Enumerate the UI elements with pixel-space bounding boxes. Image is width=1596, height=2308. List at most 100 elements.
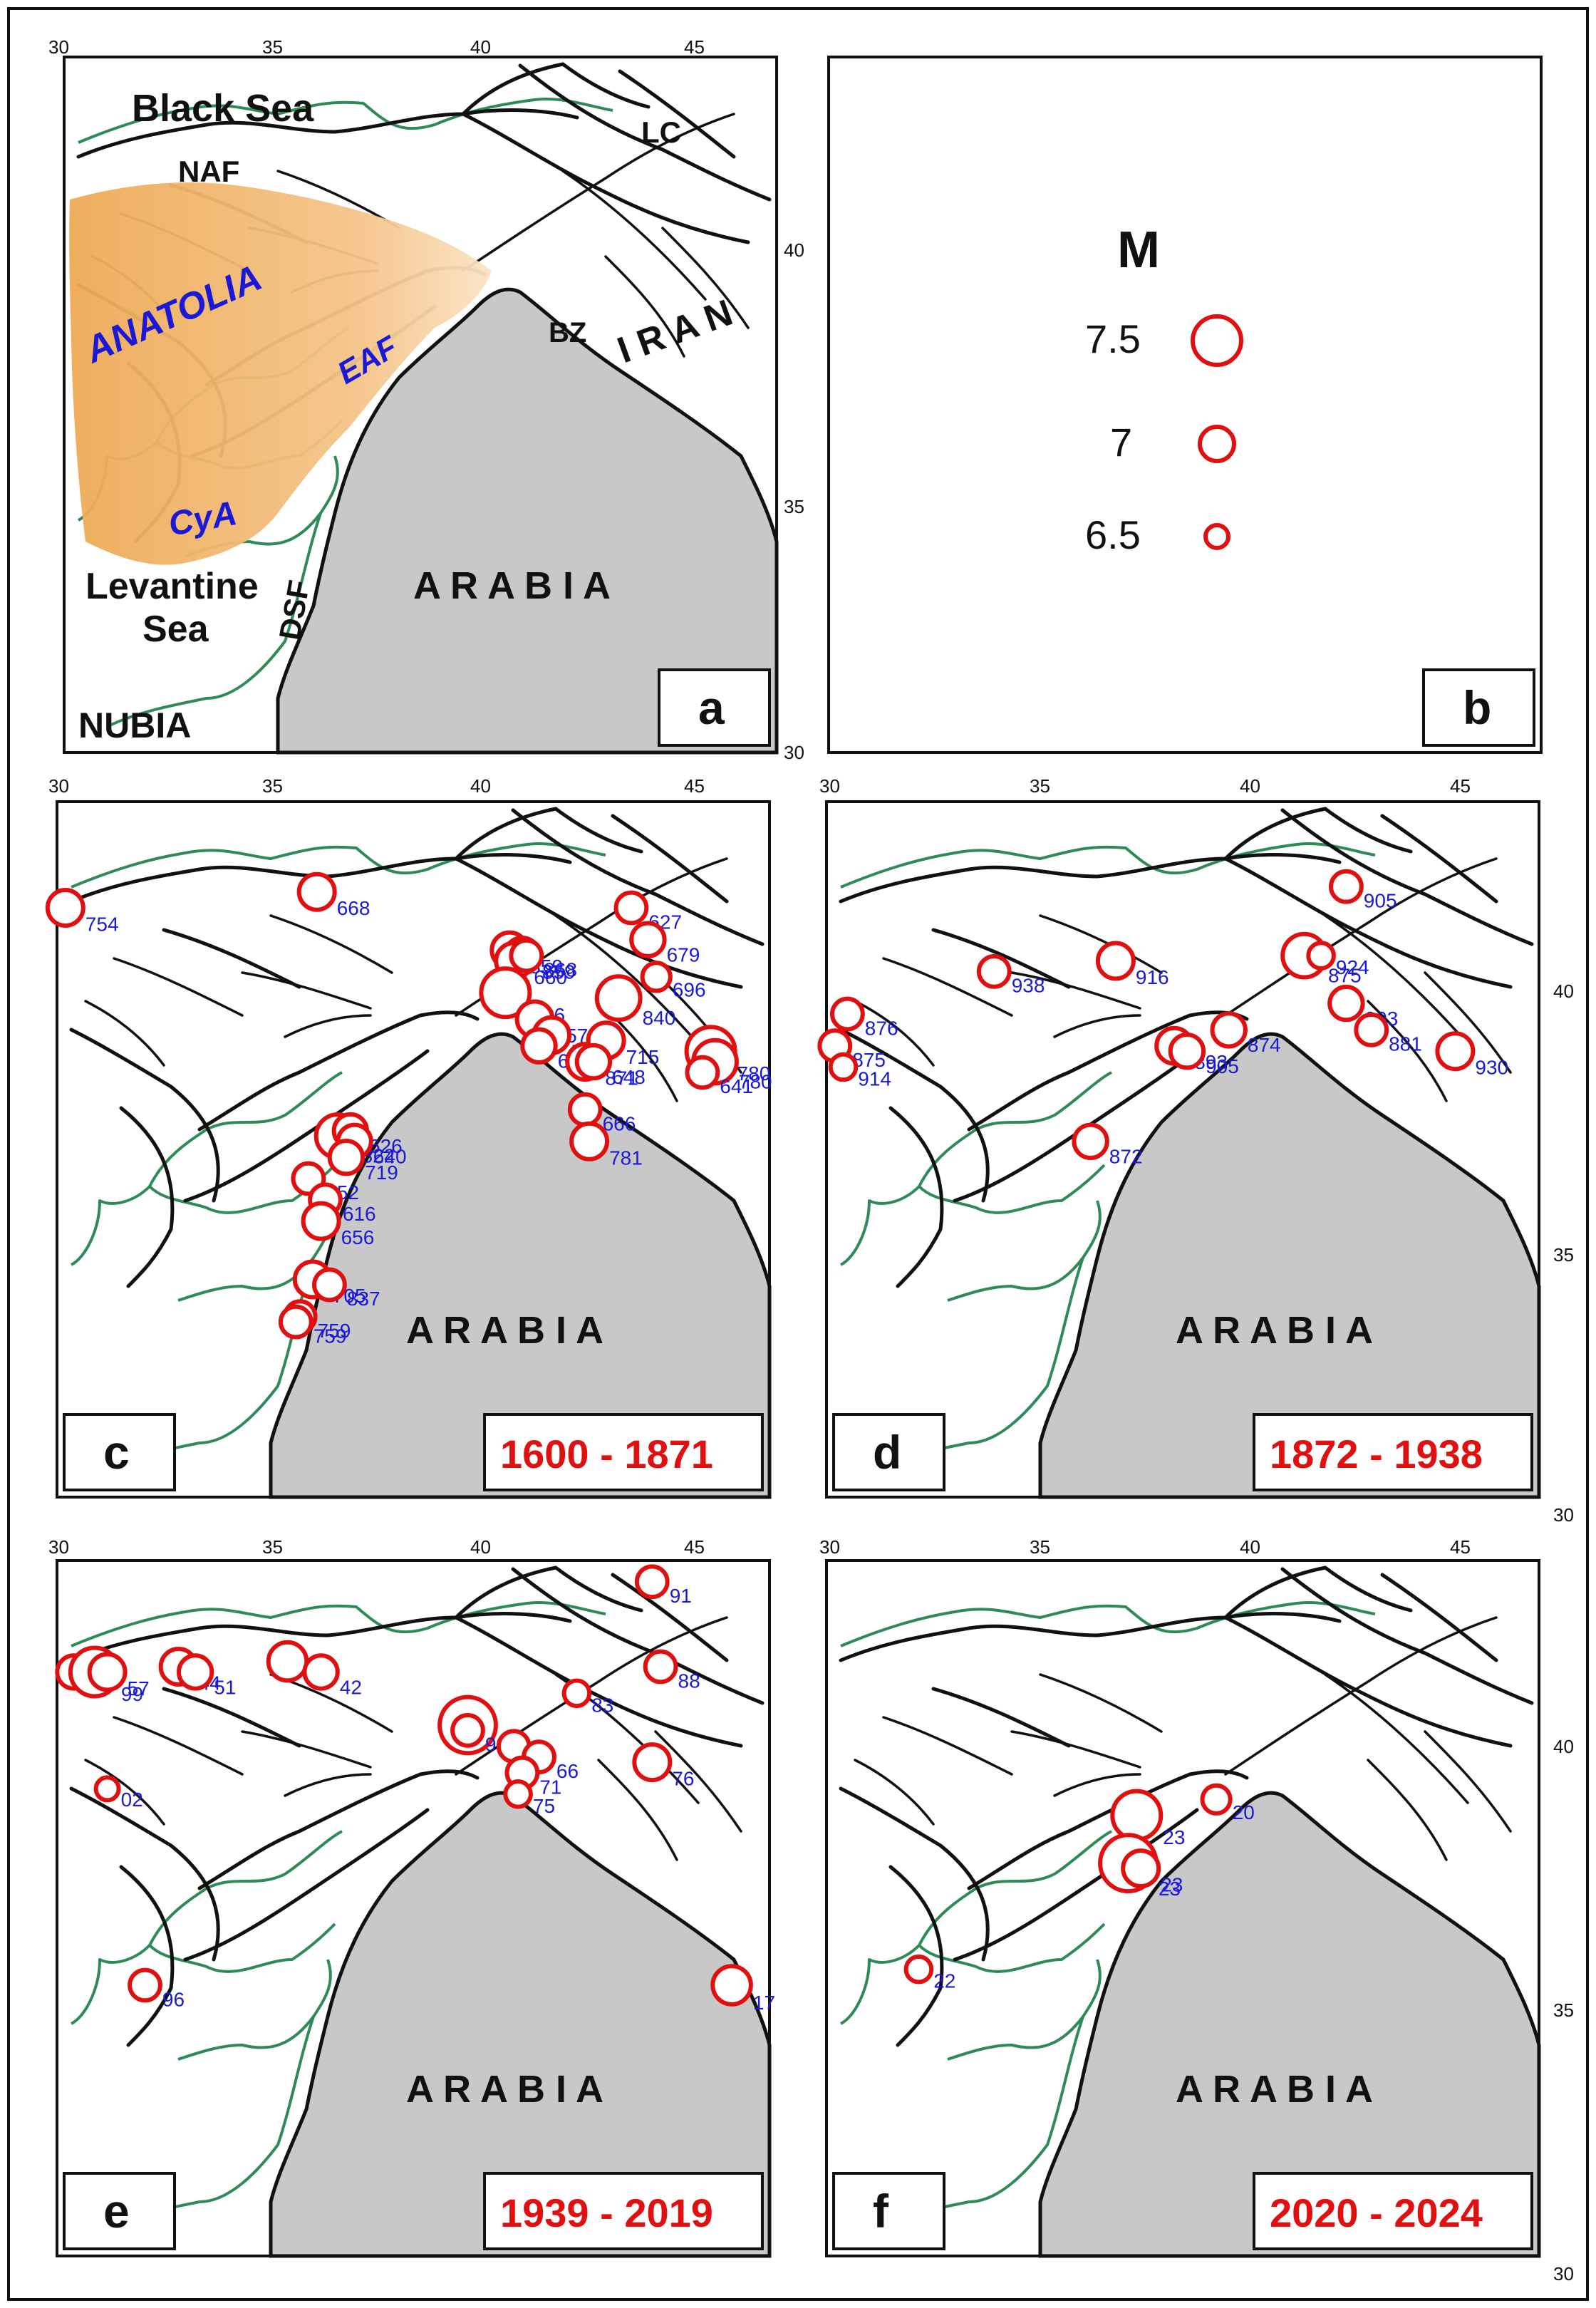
- earthquake-year-label: 668: [337, 897, 370, 919]
- earthquake-marker: [176, 1653, 214, 1691]
- axis-ticks: 30 35 40 45 40 35 30 30 35 40 45 30 35 4…: [48, 36, 1574, 2284]
- panel-b-border: [827, 56, 1543, 754]
- lat-tick-f-30: 30: [1553, 2263, 1574, 2284]
- lon-tick-d-45: 45: [1450, 775, 1471, 797]
- panel-e-period-box: [483, 2172, 764, 2250]
- levantine-sea-label: Sea: [142, 609, 209, 650]
- earthquake-year-label: 719: [365, 1161, 398, 1184]
- earthquake-marker: [567, 1092, 603, 1127]
- earthquake-year-label: 881: [1389, 1033, 1422, 1055]
- earthquake-year-label: 88: [678, 1670, 700, 1692]
- earthquake-year-label: 872: [1109, 1146, 1143, 1168]
- legend-label-small: 6.5: [1085, 512, 1141, 557]
- earthquake-year-label: 754: [86, 914, 119, 936]
- panel-d-period-box: [1253, 1413, 1533, 1491]
- earthquake-year-label: 57: [128, 1677, 150, 1699]
- legend-label-medium: 7: [1110, 420, 1132, 465]
- levantine-label: Levantine: [86, 566, 259, 607]
- panel-d-border: [825, 800, 1540, 1499]
- earthquake-year-label: 96: [162, 1988, 185, 2010]
- earthquake-marker: [1110, 1789, 1164, 1842]
- panel-e-period: 1939 - 2019: [500, 2190, 713, 2235]
- legend-label-large: 7.5: [1085, 316, 1141, 361]
- earthquake-year-label: 868: [544, 958, 577, 980]
- panel-b-letter-box: [1422, 668, 1535, 747]
- earthquake-year-label: 905: [1364, 890, 1397, 912]
- panel-c-letter: c: [103, 1426, 130, 1479]
- lon-tick-a-45: 45: [684, 36, 705, 58]
- arabia-label-d: A R A B I A: [1176, 1309, 1373, 1352]
- lc-label: LC: [641, 115, 681, 149]
- earthquake-marker: [903, 1954, 934, 1984]
- earthquake-marker: [93, 1775, 121, 1803]
- earthquake-marker: [479, 966, 532, 1020]
- earthquake-marker: [520, 1027, 558, 1065]
- earthquake-year-label: 22: [933, 1970, 955, 1992]
- lat-tick-d-35: 35: [1553, 1244, 1574, 1266]
- earthquake-year-label: 759: [314, 1325, 347, 1347]
- earthquake-marker: [302, 1653, 340, 1691]
- earthquake-marker: [296, 871, 337, 912]
- earthquake-marker: [1306, 941, 1336, 971]
- earthquake-year-label: 930: [1475, 1057, 1508, 1079]
- earthquake-marker: [710, 1964, 753, 2007]
- earthquake-year-label: 666: [603, 1112, 636, 1134]
- panel-f-letter: f: [873, 2185, 889, 2237]
- arabia-label-e: A R A B I A: [406, 2068, 603, 2111]
- earthquake-marker: [1168, 1033, 1206, 1070]
- earthquake-marker: [128, 1967, 162, 2003]
- panel-d-letter: d: [873, 1426, 901, 1479]
- lon-tick-d-35: 35: [1030, 775, 1050, 797]
- panel-a-letter-box: [658, 668, 771, 747]
- earthquake-marker: [640, 961, 673, 993]
- earthquake-year-label: 875: [1328, 964, 1362, 986]
- earthquake-year-label: 91: [670, 1585, 692, 1607]
- earthquake-year-label: 781: [609, 1147, 643, 1169]
- lon-tick-e-40: 40: [470, 1536, 491, 1558]
- earthquake-year-label: 76: [672, 1768, 694, 1790]
- panel-c-letter-box: [63, 1413, 176, 1491]
- panel-a-letter: a: [698, 681, 725, 734]
- panel-c-period-box: [483, 1413, 764, 1491]
- lon-tick-f-45: 45: [1450, 1536, 1471, 1558]
- figure-frame: [7, 7, 1589, 2301]
- earthquake-marker: [503, 1779, 533, 1809]
- lon-tick-f-40: 40: [1240, 1536, 1260, 1558]
- earthquake-year-label: 938: [1012, 975, 1045, 997]
- lon-tick-e-30: 30: [48, 1536, 69, 1558]
- earthquake-marker: [1095, 941, 1136, 981]
- earthquake-year-label: 71: [539, 1776, 561, 1798]
- arabia-label: A R A B I A: [413, 564, 611, 607]
- panel-b-letter: b: [1463, 681, 1491, 734]
- panel-d-period: 1872 - 1938: [1270, 1432, 1483, 1476]
- earthquake-marker: [1072, 1122, 1109, 1160]
- earthquake-year-label: 660: [534, 966, 567, 988]
- lat-tick-d-30: 30: [1553, 1504, 1574, 1526]
- earthquake-marker: [1354, 1013, 1389, 1047]
- panel-f-border: [825, 1559, 1540, 2257]
- panel-e-border: [56, 1559, 771, 2257]
- panel-e-map: A R A B I A 6799574451434202963992496671…: [55, 1559, 775, 2257]
- earthquake-year-label: 23: [1159, 1878, 1181, 1900]
- legend-entry-small: 6.5: [1085, 512, 1230, 557]
- lon-tick-c-40: 40: [470, 775, 491, 797]
- earthquake-year-label: 696: [673, 979, 706, 1001]
- iran-label: I R A N: [612, 292, 737, 371]
- earthquake-year-label: 905: [1206, 1055, 1239, 1077]
- earthquake-marker: [1121, 1848, 1161, 1889]
- earthquake-marker: [643, 1649, 678, 1685]
- earthquake-marker: [450, 1713, 485, 1748]
- earthquake-year-label: 02: [121, 1789, 143, 1811]
- earthquake-year-label: 876: [865, 1017, 898, 1039]
- earthquake-marker: [278, 1304, 314, 1340]
- arabia-label-f: A R A B I A: [1176, 2068, 1373, 2111]
- lon-tick-e-45: 45: [684, 1536, 705, 1558]
- earthquake-year-label: 840: [643, 1007, 676, 1029]
- lat-tick-a-35: 35: [784, 496, 804, 517]
- earthquake-marker: [634, 1564, 670, 1600]
- earthquake-marker: [594, 974, 643, 1023]
